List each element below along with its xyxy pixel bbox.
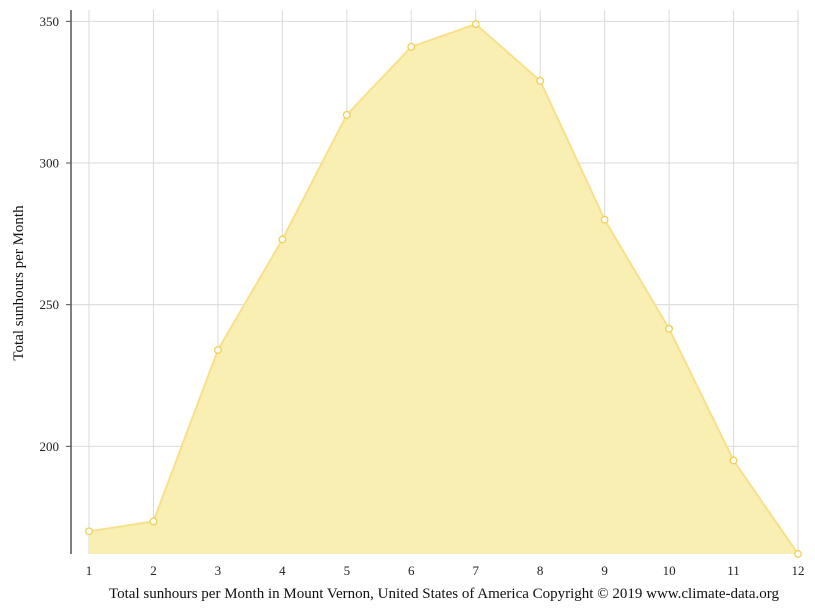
- x-tick-label: 11: [727, 563, 740, 578]
- data-point: [278, 235, 287, 244]
- data-points: [85, 20, 802, 558]
- x-tick-label: 3: [215, 563, 222, 578]
- x-tick-label: 4: [279, 563, 286, 578]
- x-tick-labels: 1 2 3 4 5 6 7 8 9 10 11 12: [86, 563, 805, 578]
- data-point: [665, 324, 674, 333]
- series-line: [88, 23, 799, 555]
- data-point: [213, 346, 222, 354]
- x-tick-label: 6: [408, 563, 415, 578]
- y-tick-label: 250: [40, 297, 60, 312]
- x-tick-label: 2: [150, 563, 157, 578]
- data-point: [600, 215, 609, 224]
- area-fill: [89, 24, 798, 554]
- data-point: [471, 20, 480, 29]
- data-point: [342, 110, 351, 119]
- y-tick-label: 300: [40, 156, 60, 171]
- y-tick-labels: 200 250 300 350: [40, 14, 71, 454]
- y-tick-label: 350: [40, 14, 60, 29]
- y-tick-label: 200: [40, 439, 60, 454]
- y-axis-title: Total sunhours per Month: [11, 205, 27, 361]
- data-point: [794, 550, 802, 558]
- data-point: [536, 76, 545, 85]
- data-point: [407, 42, 416, 51]
- data-point: [149, 517, 158, 526]
- x-tick-label: 12: [792, 563, 805, 578]
- chart-caption: Total sunhours per Month in Mount Vernon…: [109, 586, 779, 602]
- x-tick-label: 9: [601, 563, 608, 578]
- x-tick-label: 5: [344, 563, 351, 578]
- x-tick-label: 7: [472, 563, 479, 578]
- data-point: [729, 456, 738, 465]
- x-tick-label: 10: [663, 563, 676, 578]
- x-tick-label: 1: [86, 563, 93, 578]
- x-tick-label: 8: [537, 563, 544, 578]
- data-point: [85, 527, 93, 536]
